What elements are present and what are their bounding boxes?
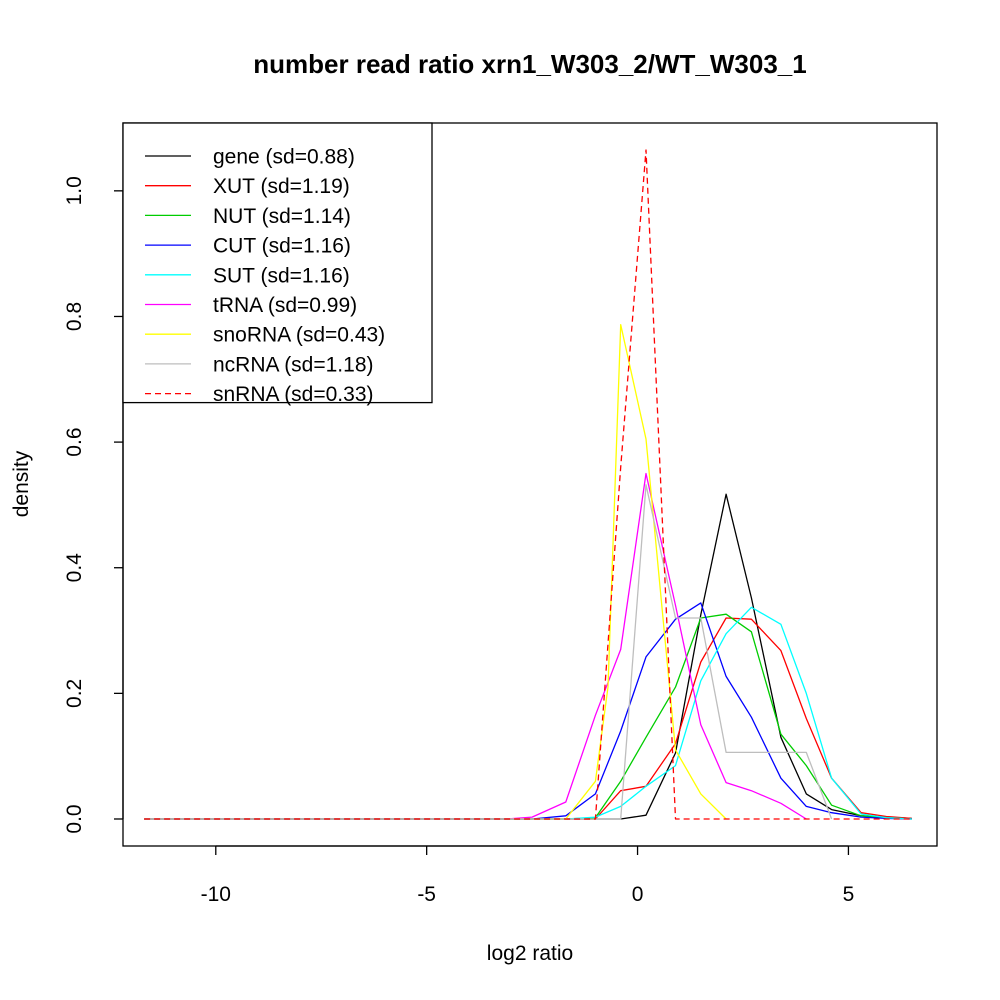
legend-label-7: ncRNA (sd=1.18) (213, 353, 374, 376)
y-tick-label: 0.2 (63, 679, 86, 708)
series-line-6 (144, 323, 727, 820)
series-line-4 (144, 606, 912, 820)
x-tick-label: -10 (201, 883, 231, 906)
series-line-1 (144, 617, 912, 820)
legend: gene (sd=0.88) XUT (sd=1.19) NUT (sd=1.14)… (122, 122, 433, 406)
legend-label-4: SUT (sd=1.16) (213, 264, 350, 287)
series-lines (144, 149, 912, 820)
chart-title: number read ratio xrn1_W303_2/WT_W303_1 (253, 49, 806, 79)
legend-label-8: snRNA (sd=0.33) (213, 383, 374, 406)
legend-label-0: gene (sd=0.88) (213, 146, 355, 169)
y-tick-label: 0.0 (63, 804, 86, 833)
legend-label-6: snoRNA (sd=0.43) (213, 324, 385, 347)
x-tick-label: 5 (843, 883, 855, 906)
y-tick-label: 1.0 (63, 176, 86, 205)
series-line-7 (144, 484, 833, 820)
y-axis: 0.0 0.2 0.4 0.6 0.8 1.0 (63, 176, 124, 834)
legend-label-1: XUT (sd=1.19) (213, 175, 350, 198)
y-axis-label: density (10, 450, 33, 517)
series-line-3 (144, 602, 912, 820)
series-line-2 (144, 613, 912, 820)
x-axis: -10 -5 0 5 (201, 845, 855, 906)
x-tick-label: -5 (417, 883, 436, 906)
legend-label-3: CUT (sd=1.16) (213, 235, 351, 258)
y-tick-label: 0.4 (63, 553, 86, 583)
legend-label-2: NUT (sd=1.14) (213, 205, 351, 228)
series-line-5 (144, 472, 807, 820)
legend-label-5: tRNA (sd=0.99) (213, 294, 357, 317)
y-tick-label: 0.6 (63, 427, 86, 456)
x-axis-label: log2 ratio (487, 942, 573, 965)
legend-box (122, 122, 433, 404)
x-tick-label: 0 (632, 883, 644, 906)
series-line-0 (144, 493, 912, 820)
y-tick-label: 0.8 (63, 302, 86, 331)
series-line-8 (144, 149, 912, 820)
